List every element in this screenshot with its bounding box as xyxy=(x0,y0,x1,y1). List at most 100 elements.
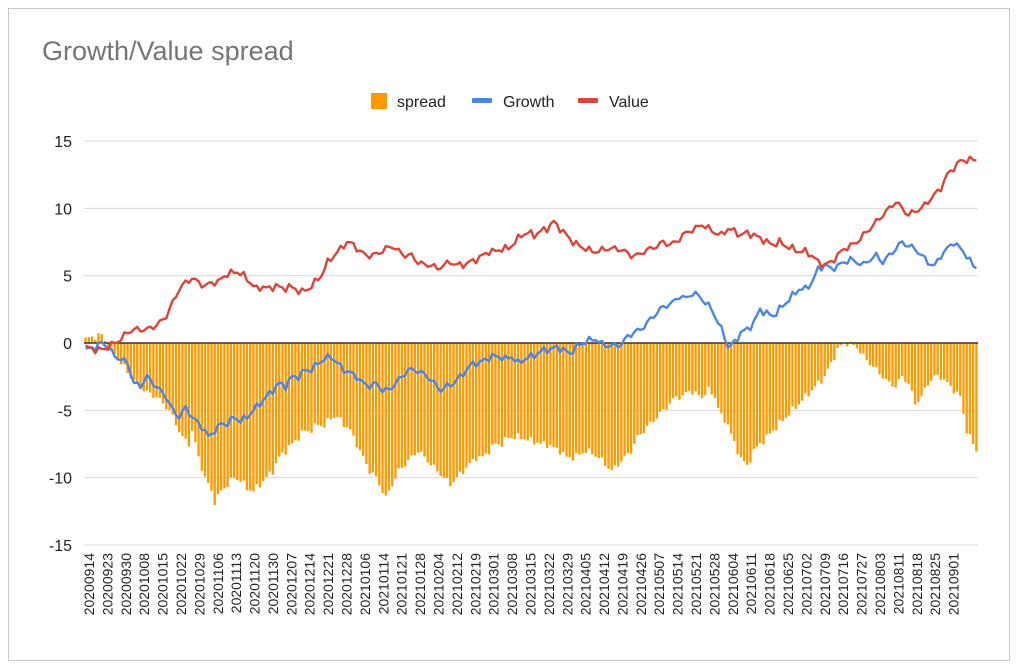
x-tick-label: 20201228 xyxy=(339,553,355,616)
series-lines xyxy=(85,155,978,437)
spread-bar xyxy=(478,343,481,457)
spread-bar xyxy=(620,343,623,462)
spread-bar xyxy=(123,343,126,365)
spread-bar xyxy=(778,343,781,421)
spread-bar xyxy=(613,343,617,466)
spread-bar xyxy=(168,343,171,410)
spread-bar xyxy=(926,343,930,386)
spread-bar xyxy=(465,343,468,468)
spread-bar xyxy=(946,343,949,382)
spread-bar xyxy=(161,343,165,404)
spread-bar xyxy=(107,343,110,349)
spread-bar xyxy=(855,343,859,349)
spread-bar xyxy=(113,343,116,354)
x-tick-label: 20210611 xyxy=(743,553,759,614)
spread-bar xyxy=(200,343,203,471)
spread-bar xyxy=(694,343,697,392)
spread-bar xyxy=(268,343,271,472)
spread-bar xyxy=(971,343,975,445)
spread-bar xyxy=(220,343,223,491)
y-tick-label: 10 xyxy=(54,201,72,218)
spread-bar xyxy=(403,343,407,467)
spread-bar xyxy=(652,343,655,423)
spread-bar xyxy=(649,343,652,422)
spread-bar xyxy=(526,343,529,441)
spread-bar xyxy=(336,343,339,417)
spread-bar xyxy=(294,343,297,441)
spread-bar xyxy=(626,343,629,453)
spread-bar xyxy=(846,343,849,347)
spread-bar xyxy=(407,343,410,460)
spread-bar xyxy=(587,343,591,449)
spread-bar xyxy=(884,343,888,379)
legend-label-value: Value xyxy=(609,94,649,111)
x-tick-label: 20210803 xyxy=(872,553,888,616)
spread-bar xyxy=(665,343,668,410)
spread-bar xyxy=(155,343,158,398)
x-tick-label: 20210507 xyxy=(651,553,667,616)
spread-bar xyxy=(429,343,433,466)
spread-bar xyxy=(497,343,500,445)
spread-bar xyxy=(323,343,326,428)
x-tick-label: 20210604 xyxy=(725,553,741,616)
spread-bar xyxy=(687,343,691,391)
spread-bar xyxy=(533,343,536,445)
spread-bar xyxy=(371,343,375,473)
grid-lines xyxy=(84,140,978,546)
spread-bar xyxy=(933,343,936,376)
spread-bar xyxy=(629,343,633,454)
x-tick-label: 20210811 xyxy=(890,553,906,614)
spread-bar xyxy=(646,343,649,426)
legend: spread Growth Value xyxy=(371,93,649,111)
spread-bar xyxy=(904,343,907,383)
spread-bar xyxy=(119,343,123,365)
spread-bar xyxy=(255,343,258,485)
spread-bar xyxy=(723,343,726,423)
spread-bar xyxy=(794,343,797,409)
spread-bar xyxy=(616,343,620,467)
spread-bar xyxy=(326,343,329,419)
spread-bar xyxy=(749,343,752,463)
spread-bar xyxy=(839,343,842,346)
y-tick-label: 0 xyxy=(63,336,72,353)
spread-bar xyxy=(226,343,229,487)
spread-bar xyxy=(97,333,100,343)
spread-bar xyxy=(704,343,707,396)
x-tick-label: 20210618 xyxy=(762,553,778,616)
spread-bars xyxy=(84,333,978,506)
legend-label-spread: spread xyxy=(397,94,446,111)
spread-bar xyxy=(487,343,491,455)
x-tick-label: 20210329 xyxy=(559,553,575,616)
x-tick-label: 20210625 xyxy=(780,553,796,616)
spread-bar xyxy=(287,343,291,446)
spread-bar xyxy=(94,339,97,343)
spread-bar xyxy=(410,343,413,456)
spread-bar xyxy=(700,343,704,399)
spread-bar xyxy=(416,343,420,453)
spread-bar xyxy=(742,343,746,462)
spread-bar xyxy=(939,343,943,380)
spread-bar xyxy=(149,343,152,393)
spread-bar xyxy=(439,343,442,477)
x-tick-label: 20200914 xyxy=(81,553,97,616)
spread-bar xyxy=(307,343,310,432)
spread-bar xyxy=(436,343,439,472)
spread-bar xyxy=(733,343,736,441)
spread-bar xyxy=(765,343,768,435)
x-tick-label: 20210901 xyxy=(946,553,962,616)
spread-bar xyxy=(691,343,694,395)
spread-bar xyxy=(258,343,262,488)
spread-bar xyxy=(90,336,94,343)
spread-bar xyxy=(474,343,478,462)
x-tick-label: 20200923 xyxy=(99,553,115,616)
spread-bar xyxy=(229,343,233,478)
spread-bar xyxy=(717,343,720,408)
spread-bar xyxy=(510,343,513,439)
spread-bar xyxy=(930,343,933,381)
spread-bar xyxy=(636,343,639,436)
chart-title: Growth/Value spread xyxy=(42,36,294,66)
x-tick-label: 20210308 xyxy=(504,553,520,616)
spread-bar xyxy=(868,343,872,366)
spread-bar xyxy=(207,343,210,483)
spread-bar xyxy=(771,343,775,431)
